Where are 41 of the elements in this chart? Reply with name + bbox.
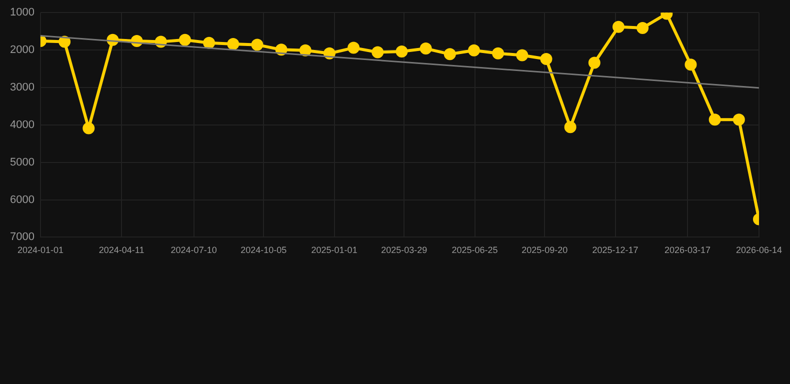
x-tick-label: 2025-12-17	[592, 245, 638, 256]
point	[684, 58, 697, 71]
y-tick-label: 2000	[10, 44, 34, 56]
y-tick-label: 5000	[10, 156, 34, 168]
x-tick-label: 2025-03-29	[381, 245, 428, 256]
point	[516, 49, 528, 62]
point	[348, 42, 360, 54]
point	[299, 44, 312, 56]
x-tick-label: 2025-01-01	[311, 245, 358, 256]
x-tick-label: 2024-07-10	[170, 245, 217, 256]
point	[588, 56, 600, 69]
point	[540, 53, 552, 66]
point	[612, 20, 624, 33]
x-tick-label: 2026-06-14	[736, 245, 782, 256]
point	[708, 114, 721, 126]
point	[492, 47, 504, 60]
point	[396, 46, 408, 58]
point	[732, 114, 745, 126]
point	[564, 121, 576, 134]
point	[178, 34, 191, 46]
point	[203, 36, 216, 49]
y-tick-label: 7000	[10, 231, 34, 244]
x-tick-label: 2024-10-05	[240, 245, 287, 256]
point	[468, 44, 480, 56]
x-tick-label: 2026-03-17	[664, 245, 711, 256]
point	[420, 42, 432, 55]
x-tick-label: 2024-04-11	[98, 245, 144, 256]
x-tick-label: 2024-01-01	[17, 245, 64, 256]
point	[251, 38, 264, 51]
y-tick-label: 3000	[10, 82, 34, 94]
point	[58, 36, 71, 48]
point	[372, 46, 384, 58]
point	[82, 122, 95, 134]
x-tick-label: 2025-06-25	[452, 245, 498, 256]
y-tick-label: 4000	[10, 118, 34, 131]
point	[227, 38, 240, 50]
y-tick-label: 1000	[10, 6, 34, 19]
y-tick-label: 6000	[10, 194, 34, 206]
point	[444, 48, 456, 60]
point	[636, 22, 649, 34]
x-tick-label: 2025-09-20	[522, 245, 568, 256]
